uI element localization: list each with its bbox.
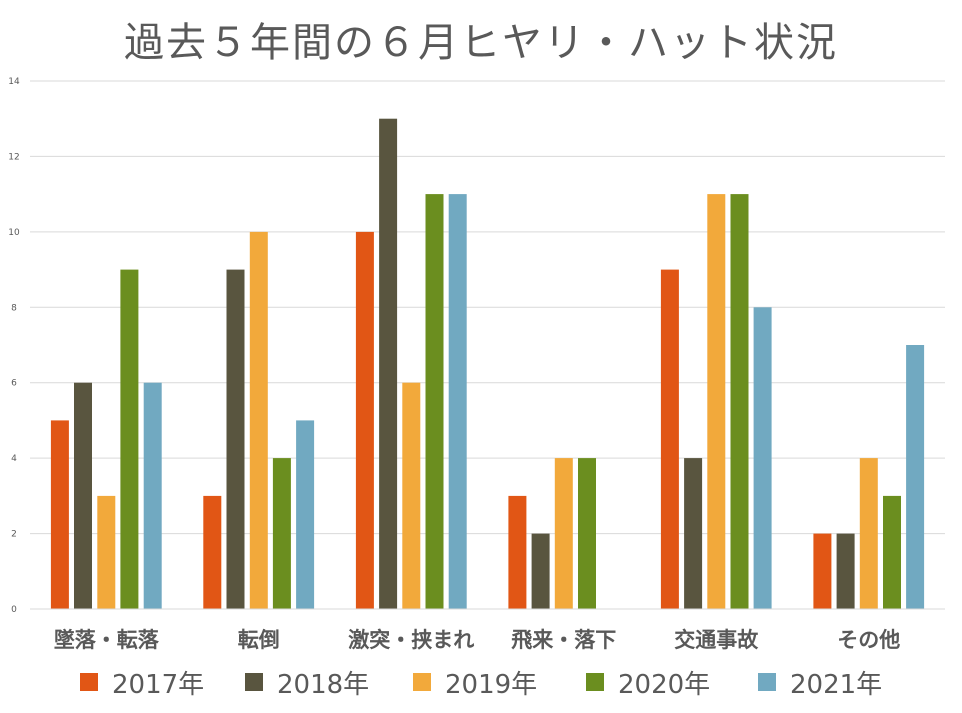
y-tick-label: 8 <box>11 303 17 313</box>
bar-6-2018年 <box>836 533 855 609</box>
x-category-label: 墜落・転落 <box>54 628 160 652</box>
bar-3-2021年 <box>448 194 467 609</box>
legend-swatch <box>586 673 604 691</box>
bar-2-2021年 <box>296 420 315 609</box>
bars <box>50 118 925 609</box>
bar-1-2017年 <box>50 420 69 609</box>
legend-item: 2017年 <box>80 662 204 702</box>
legend-swatch <box>245 673 263 691</box>
x-category-label: その他 <box>837 628 900 652</box>
bar-6-2019年 <box>859 458 878 609</box>
bar-4-2018年 <box>531 533 550 609</box>
bar-1-2019年 <box>97 495 116 609</box>
y-tick-label: 6 <box>11 379 17 389</box>
legend: 2017年 2018年 2019年 2020年 2021年 <box>0 662 962 702</box>
bar-3-2020年 <box>425 194 444 609</box>
y-tick-label: 4 <box>11 454 17 464</box>
legend-label: 2021年 <box>790 669 883 700</box>
legend-item: 2021年 <box>758 662 882 702</box>
bar-5-2017年 <box>660 269 679 609</box>
y-tick-label: 14 <box>8 77 20 87</box>
bar-4-2017年 <box>508 495 527 609</box>
bar-1-2021年 <box>143 382 162 609</box>
bar-3-2017年 <box>355 231 374 609</box>
bar-1-2020年 <box>120 269 139 609</box>
bar-2-2020年 <box>272 458 291 609</box>
x-category-label: 転倒 <box>238 628 280 652</box>
x-axis-labels: 墜落・転落 転倒 激突・挟まれ 飛来・落下 交通事故 その他 <box>30 608 945 652</box>
bar-4-2020年 <box>578 458 596 609</box>
x-category-label: 飛来・落下 <box>511 628 616 652</box>
legend-label: 2017年 <box>112 669 205 700</box>
bar-5-2018年 <box>684 458 703 609</box>
legend-label: 2019年 <box>445 669 538 700</box>
bar-5-2020年 <box>730 194 749 609</box>
bar-3-2019年 <box>402 382 421 609</box>
bar-4-2019年 <box>554 458 573 609</box>
bar-2-2019年 <box>249 231 268 609</box>
chart-title: 過去５年間の６月ヒヤリ・ハット状況 <box>124 20 838 66</box>
bar-2-2017年 <box>203 495 222 609</box>
x-category-label: 交通事故 <box>674 628 759 652</box>
bar-3-2018年 <box>379 118 398 609</box>
bar-2-2018年 <box>226 269 245 609</box>
legend-label: 2020年 <box>618 669 711 700</box>
bar-6-2020年 <box>883 495 901 609</box>
legend-swatch <box>758 673 776 691</box>
y-tick-label: 0 <box>11 605 17 615</box>
y-axis-ticks: 0 2 4 6 8 10 12 14 <box>8 77 20 615</box>
legend-swatch <box>80 673 98 691</box>
legend-item: 2018年 <box>245 662 369 702</box>
y-tick-label: 2 <box>11 530 17 540</box>
bar-6-2021年 <box>906 345 925 609</box>
legend-item: 2020年 <box>586 662 710 702</box>
bar-5-2021年 <box>753 307 772 609</box>
bar-1-2018年 <box>74 382 92 609</box>
gridlines <box>30 80 945 610</box>
x-category-label: 激突・挟まれ <box>348 628 474 652</box>
legend-swatch <box>413 673 431 691</box>
bar-6-2017年 <box>813 533 832 609</box>
bar-5-2019年 <box>707 194 726 609</box>
y-tick-label: 12 <box>8 152 19 162</box>
legend-label: 2018年 <box>277 669 370 700</box>
y-tick-label: 10 <box>8 228 20 238</box>
legend-item: 2019年 <box>413 662 537 702</box>
